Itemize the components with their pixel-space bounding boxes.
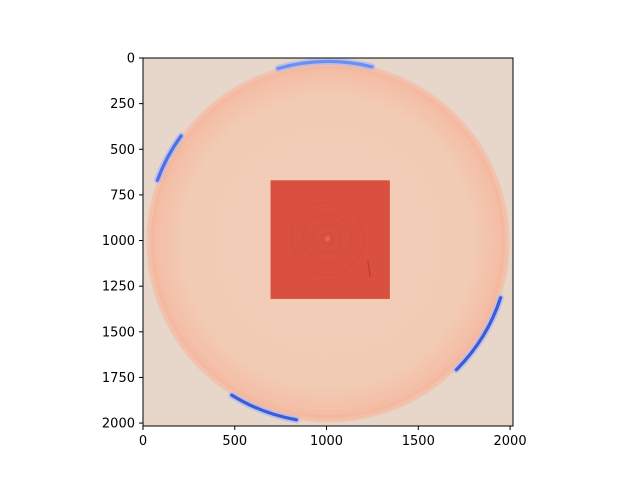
plot-frame — [142, 57, 514, 427]
y-tick-label-8: 2000 — [102, 417, 135, 432]
blue-arc-1 — [276, 59, 374, 71]
x-tick-label-3: 1500 — [402, 434, 435, 449]
blue-arc-3 — [230, 393, 299, 422]
inner-ring-feature — [159, 78, 493, 410]
y-tick-label-4: 1000 — [102, 234, 135, 249]
x-tick-label-0: 0 — [139, 434, 147, 449]
x-tick-label-1: 500 — [222, 434, 247, 449]
blue-arc-2 — [454, 296, 503, 372]
square-ring-2 — [302, 214, 352, 264]
y-tick-label-0: 0 — [127, 52, 135, 67]
square-ring-0 — [320, 232, 334, 246]
y-tick-label-2: 500 — [110, 143, 135, 158]
square-ring-3 — [290, 202, 364, 276]
x-tick-label-4: 2000 — [494, 434, 527, 449]
y-tick-label-7: 1750 — [102, 371, 135, 386]
square-region — [270, 180, 390, 299]
x-axis: 0 500 1000 1500 2000 — [139, 426, 527, 449]
y-tick-label-3: 750 — [110, 188, 135, 203]
heatmap-image — [143, 58, 513, 426]
square-ring-1 — [312, 224, 342, 254]
y-tick-label-1: 250 — [110, 97, 135, 112]
square-streak — [367, 260, 371, 278]
plot-area — [142, 57, 514, 427]
y-tick-label-6: 1500 — [102, 325, 135, 340]
x-tick-label-2: 1000 — [310, 434, 343, 449]
y-tick-label-5: 1250 — [102, 280, 135, 295]
square-center-dot — [324, 236, 330, 242]
y-axis: 0 250 500 750 1000 1250 1500 1750 2000 — [102, 52, 143, 432]
ring-feature — [151, 66, 505, 418]
blue-arc-0 — [155, 134, 183, 182]
